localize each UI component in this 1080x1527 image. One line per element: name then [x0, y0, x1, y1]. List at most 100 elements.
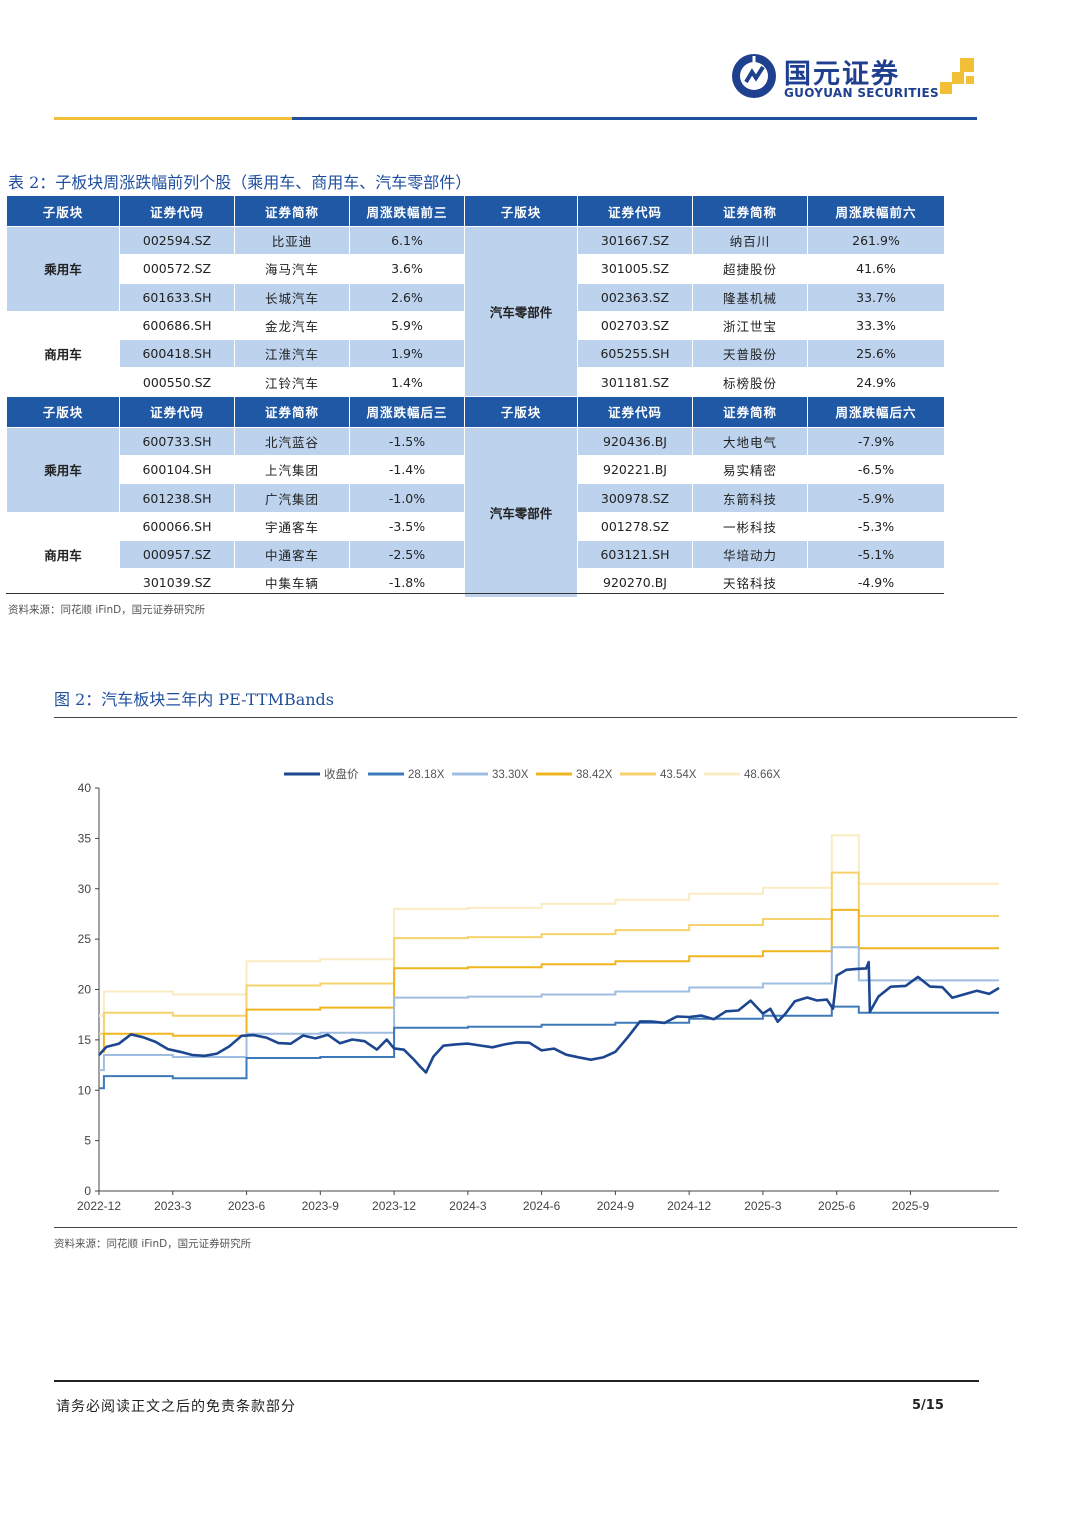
stock-code-cell: 002363.SZ — [577, 282, 693, 312]
legend-label: 收盘价 — [324, 767, 359, 781]
x-tick-label: 2024-9 — [597, 1199, 635, 1213]
change-cell: -2.5% — [349, 539, 465, 570]
band-line-43.54X — [99, 871, 999, 1035]
table-row: 601238.SH 广汽集团 -1.0% 300978.SZ 东箭科技 -5.9% — [7, 483, 945, 513]
group-cell: 乘用车 — [6, 426, 120, 513]
footer-disclaimer: 请务必阅读正文之后的免责条款部分 — [56, 1399, 296, 1415]
x-tick-label: 2024-6 — [523, 1199, 561, 1213]
stock-code-cell: 001278.SZ — [577, 511, 693, 541]
stock-code-cell: 605255.SH — [577, 339, 693, 369]
stock-code-cell: 300978.SZ — [577, 483, 693, 513]
y-tick-label: 40 — [78, 781, 92, 795]
table-row: 商用车 600066.SH 宇通客车 -3.5% 001278.SZ 一彬科技 -5.3% — [6, 511, 945, 598]
change-cell: -1.4% — [349, 455, 465, 485]
band-line-38.42X — [99, 908, 999, 1053]
change-cell: 25.6% — [807, 339, 945, 369]
stock-code-cell: 301181.SZ — [577, 367, 693, 397]
table-row: 600418.SH 江淮汽车 1.9% 605255.SH 天普股份 25.6% — [7, 339, 945, 369]
stock-name-cell: 超捷股份 — [692, 254, 808, 284]
change-cell: 1.4% — [349, 367, 465, 397]
legend-label: 48.66X — [744, 769, 781, 781]
table-row: 301039.SZ 中集车辆 -1.8% 920270.BJ 天铭科技 -4.9% — [7, 568, 945, 598]
stock-table: 子版块 证券代码 证券简称 周涨跌幅前三 子版块 证券代码 证券简称 周涨跌幅前六 乘用车 00… — [6, 195, 945, 598]
y-tick-label: 0 — [84, 1184, 91, 1198]
y-tick-label: 10 — [78, 1083, 92, 1097]
stock-name-cell: 标榜股份 — [692, 367, 808, 397]
stock-code-cell: 920221.BJ — [577, 455, 693, 485]
x-tick-label: 2024-12 — [667, 1199, 711, 1213]
column-header: 子版块 — [6, 195, 120, 227]
table-row: 000550.SZ 江铃汽车 1.4% 301181.SZ 标榜股份 24.9% — [7, 367, 945, 397]
change-cell: 33.3% — [807, 310, 945, 341]
column-header: 证券简称 — [234, 395, 350, 428]
stock-code-cell: 920270.BJ — [577, 568, 693, 598]
stock-code-cell: 002703.SZ — [577, 310, 693, 341]
change-cell: -1.5% — [349, 426, 465, 457]
stock-code-cell: 600686.SH — [119, 310, 235, 341]
stock-code-cell: 301667.SZ — [577, 225, 693, 256]
x-tick-label: 2025-6 — [818, 1199, 856, 1213]
y-tick-label: 5 — [84, 1134, 91, 1148]
band-line-48.66X — [99, 834, 999, 1017]
table-header-row: 子版块 证券代码 证券简称 周涨跌幅前三 子版块 证券代码 证券简称 周涨跌幅前六 — [6, 195, 945, 227]
header-rule-gold — [54, 117, 292, 120]
x-tick-label: 2022-12 — [77, 1199, 121, 1213]
column-header: 周涨跌幅前三 — [349, 195, 465, 227]
page-number: 5/15 — [912, 1398, 944, 1413]
stock-code-cell: 600066.SH — [119, 511, 235, 541]
stock-code-cell: 000957.SZ — [119, 539, 235, 570]
group-cell: 汽车零部件 — [464, 426, 578, 598]
stock-code-cell: 301039.SZ — [119, 568, 235, 598]
logo-squares-icon — [936, 56, 980, 100]
legend-label: 33.30X — [492, 769, 529, 781]
column-header: 证券简称 — [692, 195, 808, 227]
change-cell: -3.5% — [349, 511, 465, 541]
y-tick-label: 35 — [78, 831, 92, 845]
stock-name-cell: 比亚迪 — [234, 225, 350, 256]
stock-code-cell: 601238.SH — [119, 483, 235, 513]
stock-code-cell: 920436.BJ — [577, 426, 693, 457]
chart-title: 图 2：汽车板块三年内 PE-TTMBands — [54, 690, 335, 709]
column-header: 周涨跌幅前六 — [807, 195, 945, 227]
change-cell: 261.9% — [807, 225, 945, 256]
column-header: 周涨跌幅后六 — [807, 395, 945, 428]
x-tick-label: 2023-9 — [302, 1199, 340, 1213]
stock-code-cell: 601633.SH — [119, 282, 235, 312]
stock-name-cell: 易实精密 — [692, 455, 808, 485]
table-row: 乘用车 600733.SH 北汽蓝谷 -1.5% 汽车零部件 920436.BJ 大地电气 -… — [6, 426, 945, 598]
x-tick-label: 2023-6 — [228, 1199, 266, 1213]
change-cell: -5.1% — [807, 539, 945, 570]
group-cell: 乘用车 — [6, 226, 120, 312]
x-tick-label: 2024-3 — [449, 1199, 487, 1213]
change-cell: -6.5% — [807, 455, 945, 485]
change-cell: 3.6% — [349, 254, 465, 284]
pe-bands-chart: 0 5 10 15 20 25 30 35 40 2022-12 2023-3 2023-6 2023-… — [77, 767, 1000, 1213]
table-row: 乘用车 002594.SZ 比亚迪 6.1% 汽车零部件 301667.SZ 纳百川 261.… — [6, 225, 945, 397]
column-header: 证券代码 — [577, 195, 693, 227]
stock-name-cell: 纳百川 — [692, 225, 808, 256]
x-tick-label: 2023-12 — [372, 1199, 416, 1213]
table-row: 601633.SH 长城汽车 2.6% 002363.SZ 隆基机械 33.7% — [7, 282, 945, 312]
column-header: 证券代码 — [577, 395, 693, 428]
change-cell: 2.6% — [349, 282, 465, 312]
change-cell: -5.3% — [807, 511, 945, 541]
change-cell: 6.1% — [349, 225, 465, 256]
stock-name-cell: 一彬科技 — [692, 511, 808, 541]
change-cell: -1.0% — [349, 483, 465, 513]
x-tick-label: 2023-3 — [154, 1199, 192, 1213]
stock-name-cell: 金龙汽车 — [234, 310, 350, 341]
header-rule-blue — [292, 117, 977, 120]
change-cell: 5.9% — [349, 310, 465, 341]
legend-label: 38.42X — [576, 769, 613, 781]
close-price-line — [98, 960, 1000, 1074]
stock-name-cell: 上汽集团 — [234, 455, 350, 485]
table-bottom-rule — [6, 593, 944, 594]
stock-name-cell: 海马汽车 — [234, 254, 350, 284]
group-cell: 汽车零部件 — [464, 226, 578, 397]
stock-name-cell: 长城汽车 — [234, 282, 350, 312]
table-row: 000572.SZ 海马汽车 3.6% 301005.SZ 超捷股份 41.6% — [7, 254, 945, 284]
stock-name-cell: 东箭科技 — [692, 483, 808, 513]
stock-name-cell: 隆基机械 — [692, 282, 808, 312]
stock-name-cell: 江铃汽车 — [234, 367, 350, 397]
chart-source-note: 资料来源：同花顺 iFinD，国元证券研究所 — [54, 1238, 252, 1250]
